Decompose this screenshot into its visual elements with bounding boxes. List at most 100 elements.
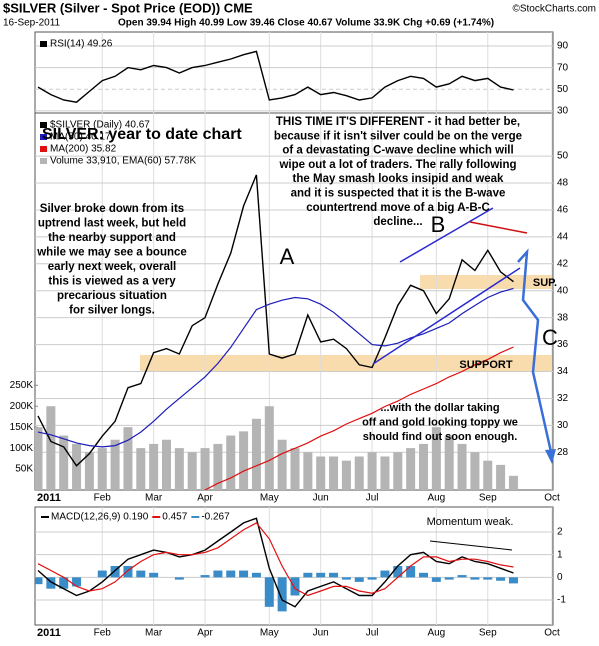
bar [226, 570, 236, 578]
x-tick-label: 2011 [37, 627, 61, 639]
line [37, 174, 514, 467]
bar [226, 435, 236, 490]
y2-tick-label: 150K [10, 422, 34, 433]
bar [251, 572, 261, 578]
chart-title: $SILVER (Silver - Spot Price (EOD)) CME [3, 0, 253, 15]
bar [496, 464, 506, 490]
y-tick-label: 1 [557, 549, 563, 560]
x-tick-label: Sep [479, 493, 497, 504]
bar [110, 439, 120, 490]
bar [200, 448, 210, 490]
line [203, 346, 514, 490]
x-tick-label: Mar [145, 493, 163, 504]
bar [419, 572, 428, 578]
y-tick-label: 32 [557, 393, 569, 404]
y2-tick-label: 100K [10, 443, 34, 454]
y-tick-label: 50 [557, 84, 569, 95]
annotation: B [431, 212, 446, 237]
bar [303, 452, 313, 490]
bar [329, 572, 339, 578]
y-tick-label: 36 [557, 339, 569, 350]
annotation: THIS TIME IT'S DIFFERENT - it had better… [276, 116, 520, 128]
y-tick-label: 40 [557, 285, 569, 296]
c-wave-arrow [517, 248, 553, 453]
bar [110, 566, 120, 578]
bar [393, 566, 403, 578]
date: 16-Sep-2011 [3, 18, 61, 29]
x-tick-label: Oct [544, 628, 560, 639]
y-tick-label: 46 [557, 205, 569, 216]
legend-swatch [40, 41, 47, 47]
bar [380, 570, 390, 578]
bar [431, 427, 441, 490]
annotation: should find out soon enough. [363, 431, 518, 443]
y2-tick-label: 200K [10, 401, 34, 412]
legend-entry: -0.267 [201, 512, 230, 523]
bar [59, 577, 69, 589]
legend-swatch [40, 146, 47, 152]
bar [136, 570, 146, 578]
annotation: ...with the dollar taking [380, 402, 499, 414]
bar [72, 443, 82, 490]
x-tick-label: Apr [197, 493, 213, 504]
y-tick-label: 30 [557, 105, 569, 116]
x-tick-label: May [260, 493, 279, 504]
annotation: SILVER: year to date chart [42, 126, 242, 143]
annotation: because if it isn't silver could be on t… [274, 130, 522, 142]
y-tick-label: -1 [557, 595, 566, 606]
bar [174, 448, 184, 490]
layer: 30 50 70 90 RSI(14) 49.26 28 30 32 34 36 38 40 42 44 4… [10, 32, 569, 639]
legend-entry: 0.457 [162, 512, 187, 523]
y-tick-label: 34 [557, 366, 569, 377]
annotation: the nearby support and [48, 232, 176, 244]
y-tick-label: 48 [557, 178, 569, 189]
bar [290, 448, 300, 490]
legend-entry: MA(200) 35.82 [50, 144, 117, 155]
bar [213, 570, 223, 578]
x-tick-label: Oct [544, 493, 560, 504]
x-tick-label: Aug [427, 493, 445, 504]
bar [213, 443, 223, 490]
bar [136, 448, 146, 490]
x-tick-label: Apr [197, 628, 213, 639]
x-tick-label: Mar [145, 628, 163, 639]
bar [354, 456, 364, 490]
bar [264, 577, 274, 607]
macd-frame [34, 506, 554, 626]
legend-swatch [40, 158, 47, 164]
annotation: Momentum weak. [427, 516, 514, 528]
bar [46, 577, 56, 589]
annotation: SUPPORT [459, 359, 512, 371]
y-tick-label: 2 [557, 527, 563, 538]
y-tick-label: 30 [557, 420, 569, 431]
legend-entry: Volume 33,910, EMA(60) 57.78K [50, 156, 197, 167]
bar [251, 418, 261, 490]
legend-swatch [40, 122, 47, 128]
bar [444, 435, 454, 490]
y-tick-label: 90 [557, 41, 569, 52]
x-tick-label: Aug [427, 628, 445, 639]
divergence-line [429, 540, 513, 551]
bar [341, 460, 351, 490]
legend-entry: $SILVER (Daily) 40.67 [50, 120, 150, 131]
bar [316, 572, 326, 578]
line [37, 287, 514, 448]
line [37, 50, 514, 103]
annotation: off and gold looking toppy we [362, 416, 518, 428]
line [37, 522, 514, 597]
bar [457, 443, 467, 490]
legend-entry: MACD(12,26,9) 0.190 [51, 512, 149, 523]
bar [303, 572, 313, 578]
annotation: wipe out a lot of traders. The rally fol… [278, 159, 516, 171]
bar [46, 406, 56, 490]
channel-bottom [372, 267, 521, 365]
x-tick-label: Feb [94, 628, 112, 639]
bar [496, 577, 506, 581]
bar [72, 577, 82, 587]
annotation: countertrend move of a big A-B-C [306, 202, 490, 214]
y-tick-label: 38 [557, 312, 569, 323]
bar [162, 439, 171, 490]
bar [200, 575, 210, 578]
